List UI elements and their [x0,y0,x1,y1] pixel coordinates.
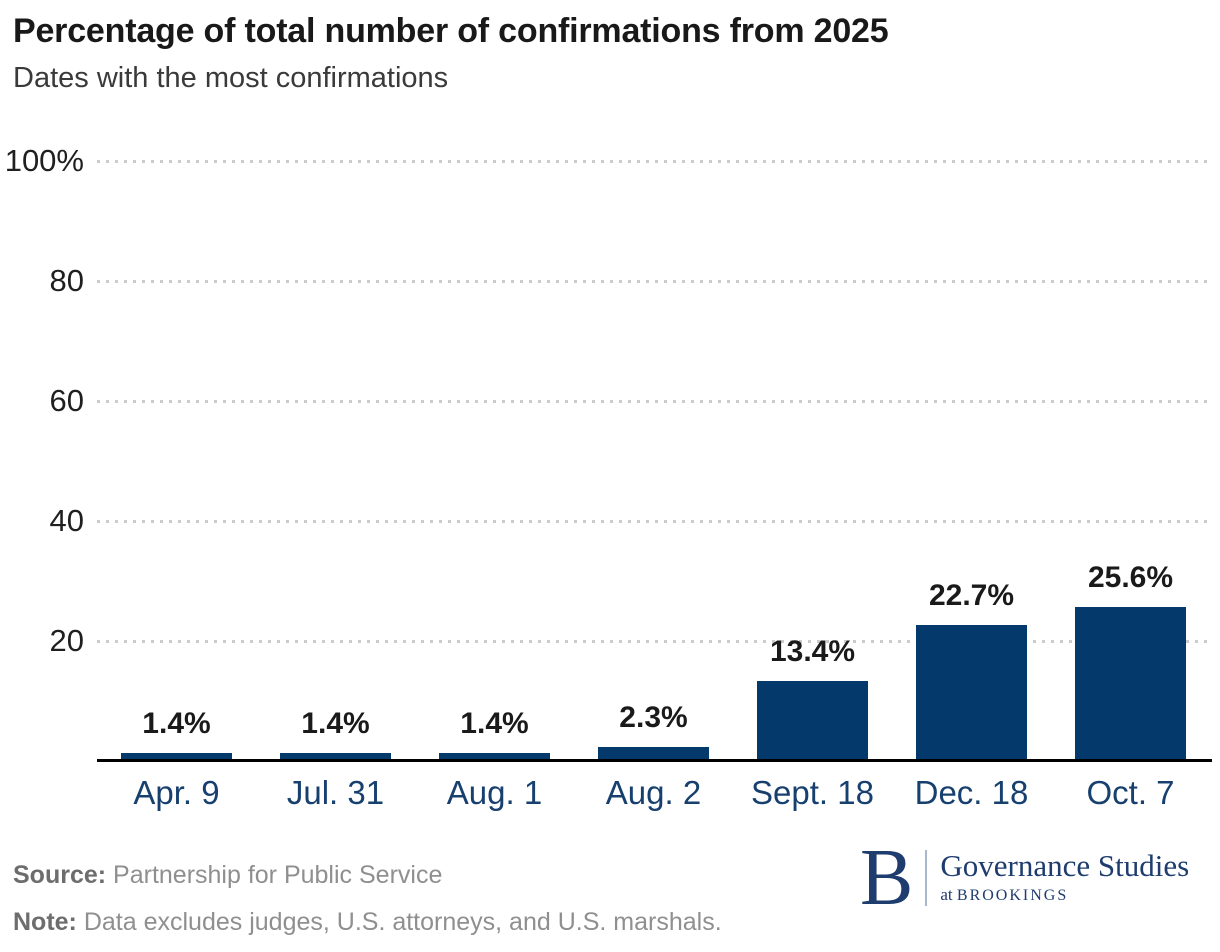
bar-slot: 2.3% Aug. 2 [574,161,733,811]
x-tick-label: Dec. 18 [914,774,1029,811]
brookings-logo: B Governance Studies at BROOKINGS [860,834,1189,922]
y-tick-label-100: 100% [4,143,84,178]
gridline-40 [97,520,1210,523]
logo-org-name: Governance Studies [940,848,1190,883]
bar-aug-2 [597,747,710,761]
source-text: Partnership for Public Service [106,861,443,889]
plot-area: 1.4% Apr. 9 1.4% Jul. 31 1.4% Aug. 1 2.3% Aug. … [97,160,1210,811]
x-tick-label: Apr. 9 [133,774,220,811]
value-label: 13.4% [769,634,856,668]
bar-slot: 22.7% Dec. 18 [892,161,1051,811]
gridline-100 [97,160,1210,163]
bar-jul-31 [279,752,392,761]
y-tick-label-20: 20 [49,623,84,658]
logo-divider [925,850,928,906]
gridline-80 [97,280,1210,283]
bar-chart: 1.4% Apr. 9 1.4% Jul. 31 1.4% Aug. 1 2.3% Aug. … [0,160,1220,821]
value-label: 1.4% [460,706,529,740]
bar-slot: 1.4% Apr. 9 [97,161,256,811]
x-tick-label: Aug. 1 [446,774,543,811]
chart-subtitle: Dates with the most confirmations [13,62,449,94]
gridline-20 [97,640,1210,643]
gridline-60 [97,400,1210,403]
logo-sub-line: at BROOKINGS [940,885,1189,906]
x-tick-label: Aug. 2 [605,774,702,811]
bar-dec-18 [915,624,1028,761]
y-tick-label-80: 80 [49,263,84,298]
x-axis-baseline [97,759,1212,762]
value-label: 2.3% [619,701,688,735]
note-label: Note: [13,908,77,936]
source-label: Source: [13,861,107,889]
y-tick-label-60: 60 [49,383,84,418]
bar-sept-18 [756,680,869,761]
x-tick-label: Oct. 7 [1086,774,1175,811]
footer: Source: Partnership for Public Service N… [13,860,722,937]
value-label: 22.7% [928,578,1015,612]
bar-aug-1 [438,752,551,761]
bar-slot: 25.6% Oct. 7 [1051,161,1210,811]
note-line: Note: Data excludes judges, U.S. attorne… [13,907,722,937]
bar-apr-9 [120,752,233,761]
brookings-monogram: B [860,834,914,922]
logo-text: Governance Studies at BROOKINGS [940,848,1189,906]
x-tick-label: Sept. 18 [751,774,874,811]
bar-slot: 1.4% Aug. 1 [415,161,574,811]
source-line: Source: Partnership for Public Service [13,860,722,890]
note-text: Data excludes judges, U.S. attorneys, an… [76,908,722,936]
bar-slot: 13.4% Sept. 18 [733,161,892,811]
value-label: 1.4% [142,706,211,740]
chart-title: Percentage of total number of confirmati… [13,12,889,50]
value-label: 1.4% [301,706,370,740]
bar-slot: 1.4% Jul. 31 [256,161,415,811]
x-tick-label: Jul. 31 [286,774,385,811]
logo-sub-org: BROOKINGS [956,887,1069,904]
logo-sub-prefix: at [940,885,957,904]
value-label: 25.6% [1087,561,1174,595]
y-tick-label-40: 40 [49,503,84,538]
bar-oct-7 [1074,607,1187,761]
